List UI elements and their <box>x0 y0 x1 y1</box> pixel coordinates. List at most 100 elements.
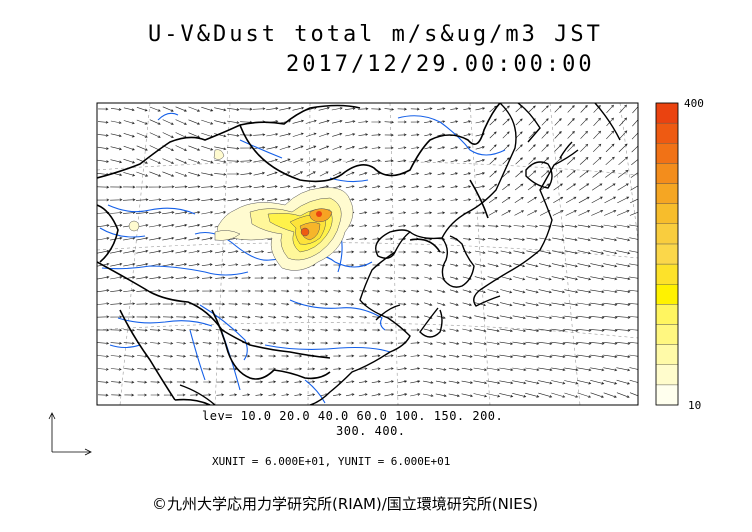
wind-arrow <box>436 341 447 345</box>
wind-arrow <box>475 146 485 150</box>
wind-arrow <box>411 276 420 280</box>
wind-arrow <box>149 236 162 241</box>
wind-arrow <box>359 172 368 176</box>
wind-arrow <box>201 185 214 189</box>
wind-arrow <box>500 263 513 268</box>
wind-arrow <box>514 210 525 216</box>
wind-arrow <box>136 158 148 164</box>
wind-arrow <box>411 133 420 137</box>
wind-arrow <box>566 183 576 191</box>
wind-arrow <box>423 380 434 384</box>
wind-arrow <box>97 185 110 189</box>
wind-arrow <box>502 118 510 126</box>
wind-arrow <box>201 211 214 215</box>
wind-vector-field <box>97 104 638 398</box>
wind-arrow <box>110 133 122 138</box>
wind-arrow <box>188 106 201 112</box>
wind-arrow <box>499 341 514 346</box>
wind-arrow <box>397 367 408 371</box>
wind-arrow <box>346 315 355 319</box>
wind-arrow <box>423 354 434 358</box>
wind-arrow <box>97 120 109 124</box>
wind-arrow <box>576 342 592 345</box>
wind-arrow <box>629 379 638 383</box>
wind-arrow <box>603 250 618 255</box>
wind-arrow <box>266 185 278 188</box>
wind-arrow <box>603 237 618 242</box>
wind-arrow <box>629 342 638 344</box>
wind-arrow <box>500 250 512 255</box>
wind-arrow <box>423 328 433 332</box>
wind-arrow <box>616 289 631 294</box>
wind-arrow <box>136 132 148 138</box>
wind-arrow <box>602 329 618 332</box>
wind-arrow <box>294 393 303 397</box>
wind-arrow <box>616 209 630 216</box>
wind-arrow <box>424 133 433 137</box>
wind-arrow <box>385 198 394 202</box>
wind-arrow <box>201 159 214 164</box>
wind-arrow <box>110 185 123 189</box>
wind-arrow <box>163 367 174 371</box>
wind-arrow <box>463 146 472 150</box>
wind-arrow <box>123 262 136 267</box>
wind-arrow <box>293 171 304 177</box>
wind-arrow <box>488 210 498 216</box>
wind-arrow <box>124 380 135 384</box>
wind-arrow <box>564 328 579 332</box>
wind-arrow <box>123 276 136 280</box>
wind-arrow <box>589 329 605 332</box>
wind-arrow <box>110 341 123 345</box>
wind-arrow <box>541 105 549 113</box>
wind-arrow <box>577 224 591 228</box>
wind-arrow <box>110 146 123 151</box>
wind-arrow <box>149 249 162 254</box>
wind-arrow <box>359 185 368 189</box>
wind-arrow <box>475 172 485 176</box>
wind-arrow <box>346 380 355 384</box>
wind-arrow <box>564 250 578 255</box>
wind-arrow <box>449 328 460 332</box>
wind-arrow <box>266 133 279 137</box>
wind-arrow <box>150 380 161 384</box>
wind-arrow <box>528 157 536 165</box>
wind-arrow <box>450 172 459 176</box>
wind-arrow <box>332 132 343 137</box>
wind-arrow <box>254 302 264 306</box>
wind-arrow <box>463 120 472 124</box>
wind-arrow <box>358 133 369 137</box>
wind-arrow <box>306 185 317 189</box>
wind-arrow <box>266 145 279 150</box>
wind-arrow <box>123 302 136 306</box>
wind-arrow <box>202 302 213 306</box>
wind-arrow <box>294 341 303 345</box>
wind-arrow <box>565 196 577 204</box>
wind-arrow <box>525 354 540 358</box>
wind-arrow <box>410 328 420 332</box>
wind-arrow <box>538 354 553 358</box>
wind-arrow <box>475 120 485 124</box>
wind-arrow <box>306 145 317 151</box>
wind-arrow <box>616 379 631 385</box>
wind-arrow <box>463 133 471 137</box>
wind-arrow <box>385 302 394 306</box>
wind-arrow <box>227 159 240 163</box>
wind-arrow <box>214 173 227 176</box>
wind-arrow <box>189 328 200 332</box>
wind-arrow <box>149 106 161 112</box>
wind-arrow <box>437 107 446 111</box>
wind-arrow <box>307 276 316 280</box>
wind-arrow <box>358 107 369 111</box>
wind-arrow <box>512 380 527 385</box>
wind-arrow <box>527 210 538 216</box>
wind-arrow <box>253 107 266 111</box>
wind-arrow <box>228 315 238 319</box>
wind-arrow <box>346 237 355 241</box>
wind-arrow <box>629 237 638 240</box>
wind-arrow <box>346 302 355 306</box>
wind-arrow <box>564 302 579 307</box>
wind-arrow <box>384 341 394 345</box>
wind-arrow <box>437 198 446 202</box>
wind-arrow <box>436 315 446 319</box>
